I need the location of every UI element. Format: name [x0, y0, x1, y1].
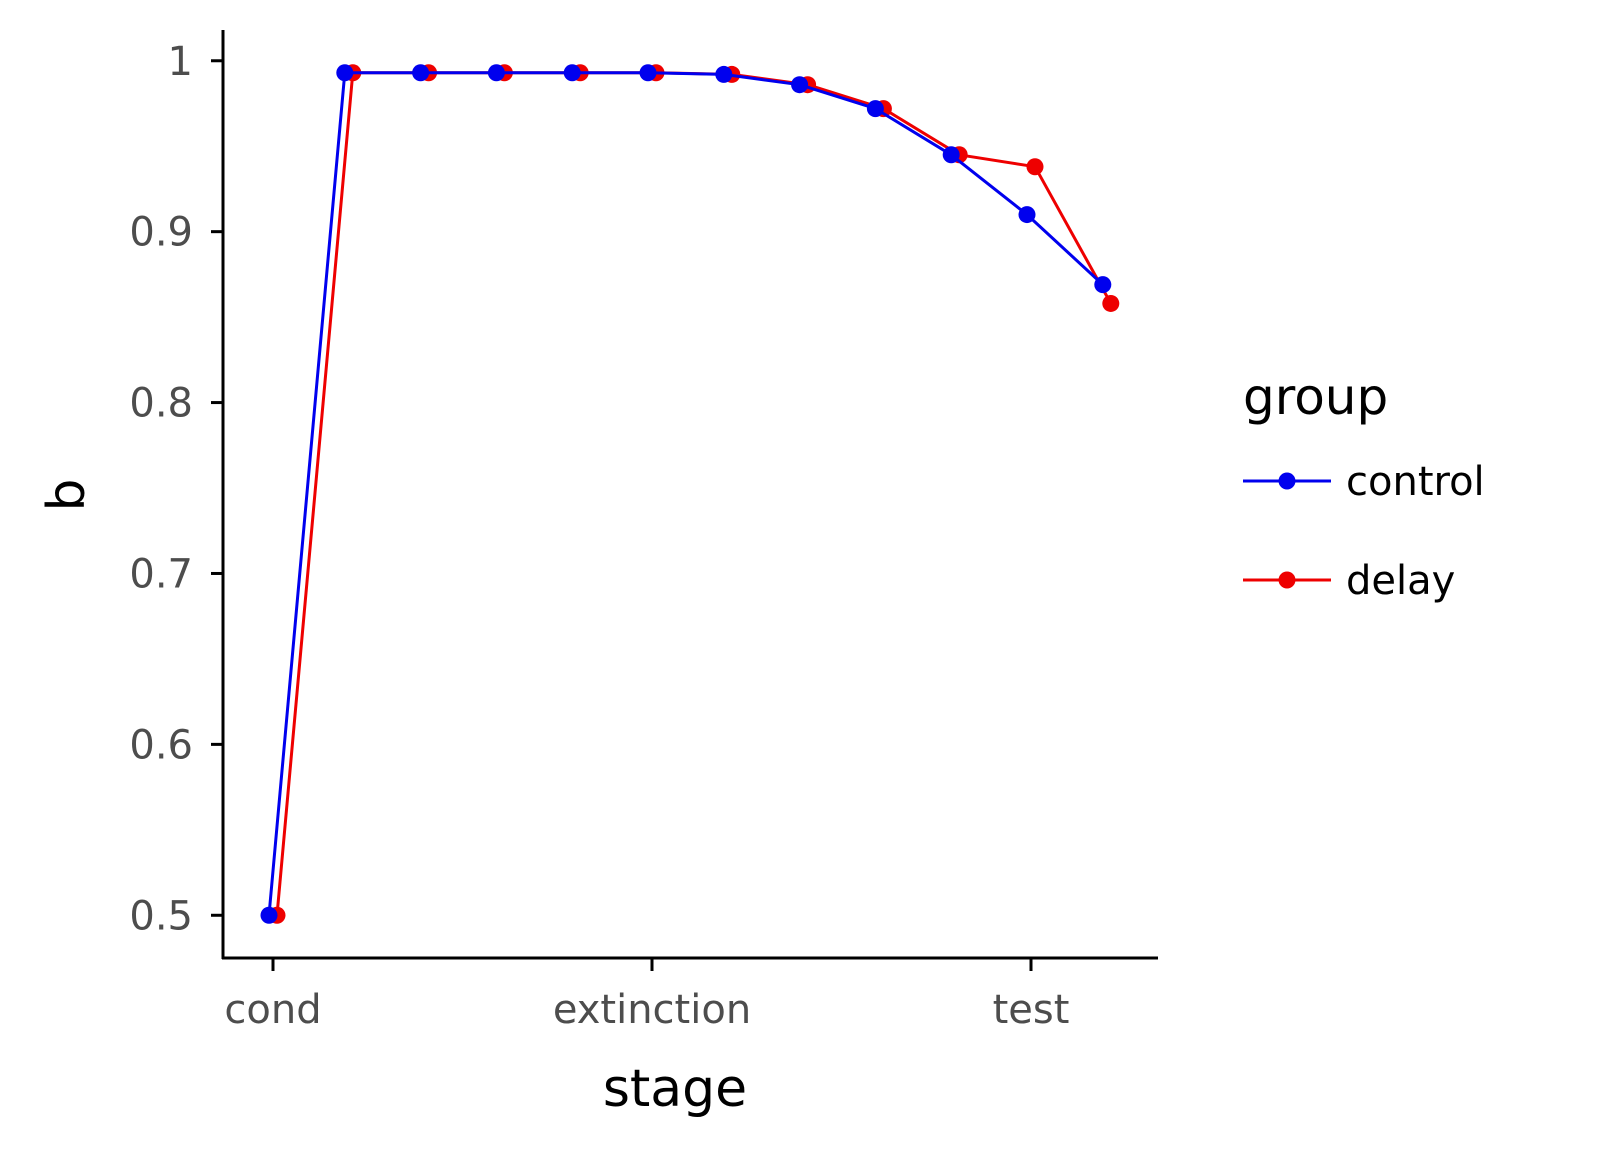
data-point-control — [791, 76, 809, 94]
legend-label: control — [1346, 459, 1485, 505]
series-delay — [268, 64, 1120, 924]
data-point-delay — [1026, 158, 1044, 176]
y-tick-label: 0.6 — [129, 722, 193, 768]
y-tick-label: 0.5 — [129, 893, 193, 939]
series-line-delay — [275, 71, 1113, 916]
data-point-control — [563, 64, 581, 82]
y-axis-ticks: 0.5 0.6 0.7 0.8 0.9 1 — [129, 39, 223, 939]
x-axis-ticks: cond extinction test — [224, 958, 1069, 1033]
y-axis-title: b — [37, 478, 97, 511]
data-point-control — [412, 64, 430, 82]
data-point-control — [1094, 276, 1112, 294]
data-point-control — [487, 64, 505, 82]
data-point-control — [942, 146, 960, 164]
legend: group control delay — [1243, 368, 1485, 604]
legend-label: delay — [1346, 558, 1455, 604]
x-axis-title: stage — [603, 1059, 747, 1119]
legend-title: group — [1243, 368, 1388, 426]
data-point-control — [260, 906, 278, 924]
data-point-delay — [1102, 294, 1120, 312]
data-point-control — [715, 65, 733, 83]
y-tick-label: 0.8 — [129, 381, 193, 427]
data-point-control — [336, 64, 354, 82]
legend-key-point — [1278, 571, 1296, 589]
y-tick-label: 0.9 — [129, 210, 193, 256]
data-point-control — [866, 100, 884, 118]
x-tick-label: extinction — [553, 987, 751, 1033]
legend-key-point — [1278, 472, 1296, 490]
series-line-control — [267, 71, 1104, 916]
y-tick-label: 0.7 — [129, 551, 193, 597]
legend-item-control: control — [1243, 459, 1485, 505]
series-control — [260, 64, 1112, 924]
x-tick-label: test — [993, 987, 1070, 1033]
x-tick-label: cond — [224, 987, 321, 1033]
data-point-control — [639, 64, 657, 82]
legend-item-delay: delay — [1243, 558, 1455, 604]
data-point-control — [1018, 206, 1036, 224]
y-tick-label: 1 — [168, 39, 193, 85]
plot-marks — [260, 64, 1120, 924]
